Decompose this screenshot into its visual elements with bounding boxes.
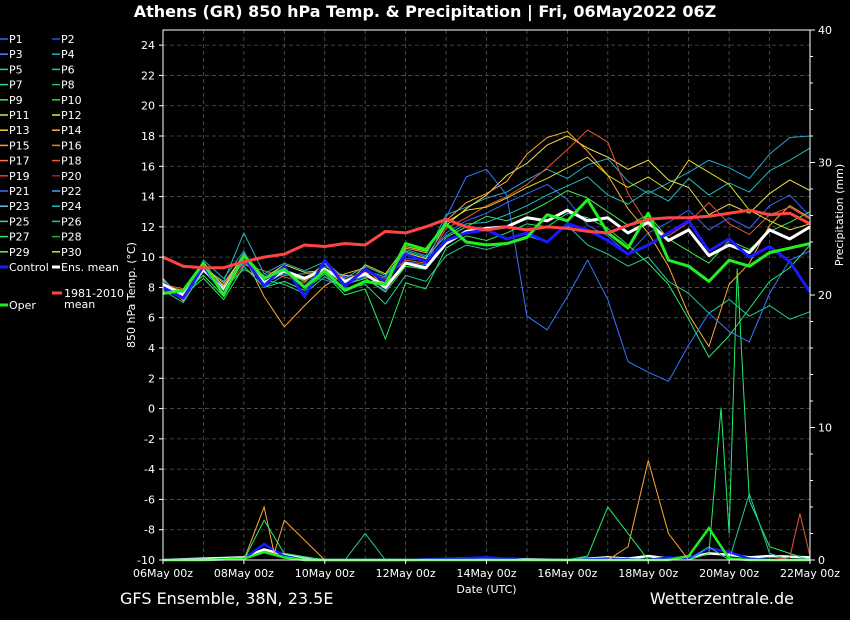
chart-title: Athens (GR) 850 hPa Temp. & Precipitatio… <box>133 2 717 21</box>
legend-label: P5 <box>9 63 23 76</box>
legend-label: P12 <box>61 109 82 122</box>
legend-label: P25 <box>9 215 30 228</box>
legend-label: P9 <box>9 94 23 107</box>
series-line-p4 <box>162 135 811 301</box>
legend-label: P1 <box>9 33 23 46</box>
tick-label-x: 22May 00z <box>780 567 840 580</box>
series-line-p18 <box>162 129 811 293</box>
tick-label-y2: 30 <box>818 157 832 170</box>
legend-label: Ens. mean <box>61 261 119 274</box>
legend-label: P7 <box>9 79 23 92</box>
legend-label: mean <box>64 298 95 311</box>
legend-label: P10 <box>61 94 82 107</box>
tick-label-y: 14 <box>141 191 155 204</box>
legend-label: Control <box>9 261 49 274</box>
legend-label: P20 <box>61 170 82 183</box>
series-line-p14 <box>162 130 811 347</box>
footer-source[interactable]: Wetterzentrale.de <box>649 589 794 608</box>
legend-label: P15 <box>9 139 30 152</box>
legend-label: P19 <box>9 170 30 183</box>
legend-label: P6 <box>61 63 75 76</box>
legend: P1 P2 P3 P4 P5 P6 P7 P8 P9 P10 P11 P12 P13 P14 P15 P16 P… <box>0 33 124 312</box>
legend-label: P17 <box>9 155 30 168</box>
tick-label-y: 12 <box>141 221 155 234</box>
tick-label-y: 6 <box>148 312 155 325</box>
series-line-p24 <box>162 147 811 299</box>
tick-label-y: -2 <box>144 433 155 446</box>
tick-label-x: 14May 00z <box>456 567 516 580</box>
tick-label-x: 20May 00z <box>699 567 759 580</box>
legend-label: P16 <box>61 139 82 152</box>
tick-label-y: 0 <box>148 403 155 416</box>
tick-label-y2: 20 <box>818 289 832 302</box>
tick-label-y: 22 <box>141 69 155 82</box>
legend-label: Oper <box>9 299 36 312</box>
legend-label: P3 <box>9 48 23 61</box>
tick-label-y: 18 <box>141 130 155 143</box>
legend-label: 1981-2010 <box>64 287 124 300</box>
legend-label: P14 <box>61 124 82 137</box>
tick-label-y: 24 <box>141 39 155 52</box>
tick-label-y: 2 <box>148 372 155 385</box>
y2-axis-label: Precipitation (mm) <box>833 164 846 266</box>
tick-label-y: -6 <box>144 493 155 506</box>
series-line-oper <box>162 198 811 297</box>
legend-label: P8 <box>61 79 75 92</box>
temperature-lines <box>162 129 812 382</box>
series-line-1981-2010-mean <box>162 208 811 270</box>
tick-label-x: 18May 00z <box>618 567 678 580</box>
legend-label: P2 <box>61 33 75 46</box>
tick-label-x: 12May 00z <box>376 567 436 580</box>
tick-label-y: 8 <box>148 281 155 294</box>
tick-label-y: 20 <box>141 100 155 113</box>
tick-label-x: 08May 00z <box>214 567 274 580</box>
tick-label-y: -10 <box>137 554 155 567</box>
legend-label: P21 <box>9 185 30 198</box>
tick-label-y: 16 <box>141 160 155 173</box>
tick-label-x: 10May 00z <box>295 567 355 580</box>
legend-label: P4 <box>61 48 75 61</box>
legend-label: P23 <box>9 200 30 213</box>
legend-label: P11 <box>9 109 30 122</box>
tick-label-x: 16May 00z <box>537 567 597 580</box>
tick-label-y2: 40 <box>818 24 832 37</box>
legend-label: P18 <box>61 155 82 168</box>
tick-label-y: -4 <box>144 463 155 476</box>
legend-label: P26 <box>61 215 82 228</box>
legend-label: P22 <box>61 185 82 198</box>
grid <box>162 30 811 561</box>
legend-label: P30 <box>61 246 82 259</box>
series-line-p27 <box>162 212 811 358</box>
tick-label-y2: 10 <box>818 422 832 435</box>
tick-label-y: 10 <box>141 251 155 264</box>
tick-label-y: -8 <box>144 524 155 537</box>
legend-label: P28 <box>61 231 82 244</box>
x-axis-label: Date (UTC) <box>456 583 516 596</box>
footer-model: GFS Ensemble, 38N, 23.5E <box>120 589 334 608</box>
legend-label: P29 <box>9 246 30 259</box>
legend-label: P13 <box>9 124 30 137</box>
legend-label: P27 <box>9 231 30 244</box>
tick-label-y: 4 <box>148 342 155 355</box>
tick-label-x: 06May 00z <box>133 567 193 580</box>
tick-label-y2: 0 <box>818 554 825 567</box>
y-axis-label: 850 hPa Temp. (°C) <box>125 242 138 348</box>
legend-label: P24 <box>61 200 82 213</box>
